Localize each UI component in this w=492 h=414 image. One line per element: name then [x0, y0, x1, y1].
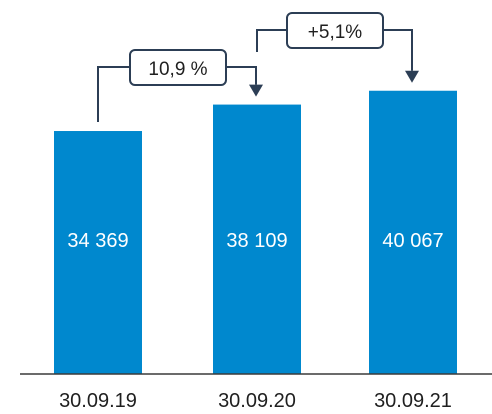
- x-tick-label: 30.09.19: [59, 390, 137, 412]
- bars-group: 34 369 30.09.19 38 109 30.09.20 40 067 30.09.…: [54, 90, 457, 412]
- growth-callout-text: 10,9 %: [148, 59, 207, 80]
- growth-callout-box: [129, 49, 227, 86]
- x-tick-label: 30.09.21: [374, 390, 452, 412]
- growth-connectors-group: 10,9 % +5,1%: [97, 12, 419, 122]
- bar-30-09-21: [369, 90, 457, 374]
- bar-value-label: 40 067: [382, 230, 443, 252]
- bar-value-label: 38 109: [226, 230, 287, 252]
- growth-callout-box: [286, 12, 384, 49]
- growth-callout-text: +5,1%: [308, 22, 363, 43]
- arrowhead-icon: [405, 70, 419, 83]
- bar-30-09-20: [213, 104, 301, 374]
- x-tick-label: 30.09.20: [218, 390, 296, 412]
- bar-value-label: 34 369: [67, 230, 128, 252]
- bar-30-09-19: [54, 131, 142, 374]
- arrowhead-icon: [249, 84, 263, 97]
